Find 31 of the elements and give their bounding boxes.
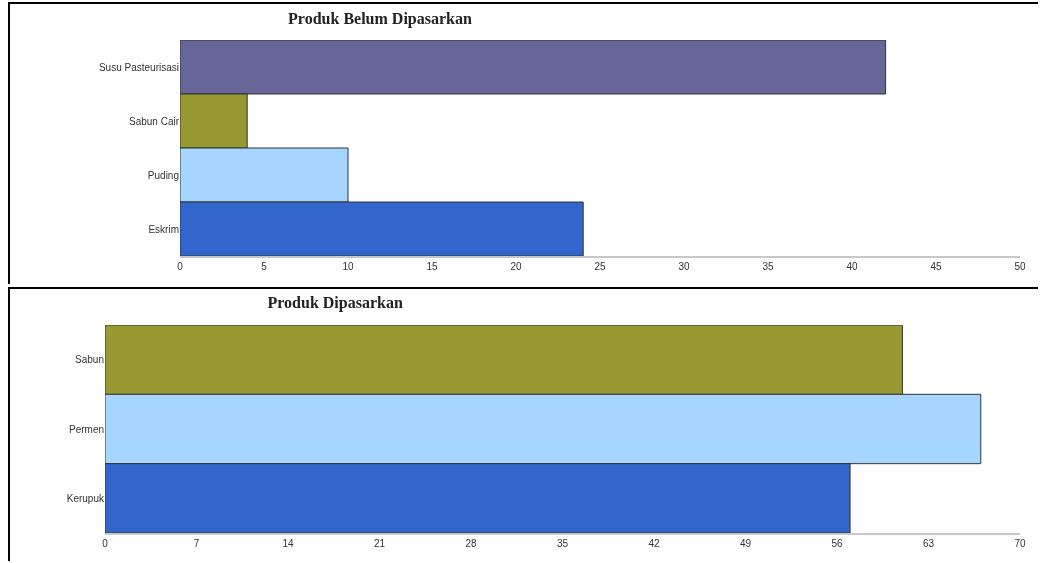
y-tick-label: Puding — [147, 169, 179, 181]
y-tick-label: Sabun Cair — [128, 115, 180, 127]
x-tick-label: 42 — [648, 538, 660, 549]
x-tick-label: 40 — [846, 261, 858, 272]
chart-title: Produk Dipasarkan — [267, 294, 403, 313]
x-tick-label: 0 — [177, 261, 184, 272]
x-tick-label: 28 — [465, 538, 477, 549]
x-tick-label: 20 — [510, 261, 522, 272]
x-tick-label: 14 — [282, 538, 294, 549]
y-tick-label: Eskrim — [148, 223, 179, 235]
x-tick-label: 35 — [556, 538, 569, 549]
x-tick-label: 5 — [261, 261, 268, 272]
x-tick-label: 25 — [594, 261, 606, 272]
y-tick-label: Sabun — [75, 354, 104, 366]
x-tick-label: 15 — [426, 261, 438, 272]
x-tick-label: 30 — [678, 261, 690, 272]
x-tick-label: 0 — [102, 538, 109, 549]
x-tick-label: 45 — [930, 261, 942, 272]
x-tick-label: 50 — [1014, 261, 1026, 272]
x-tick-label: 7 — [193, 538, 200, 549]
y-tick-label: Kerupuk — [66, 492, 105, 504]
x-tick-label: 56 — [831, 538, 843, 549]
y-tick-label: Permen — [68, 423, 104, 435]
x-tick-label: 63 — [922, 538, 935, 549]
x-tick-label: 70 — [1014, 538, 1026, 549]
x-tick-label: 35 — [762, 261, 774, 272]
x-tick-label: 21 — [373, 538, 386, 549]
chart-title: Produk Belum Dipasarkan — [288, 9, 472, 28]
y-tick-label: Susu Pasteurisasi — [98, 61, 179, 73]
x-tick-label: 10 — [342, 261, 354, 272]
x-tick-label: 49 — [739, 538, 752, 549]
